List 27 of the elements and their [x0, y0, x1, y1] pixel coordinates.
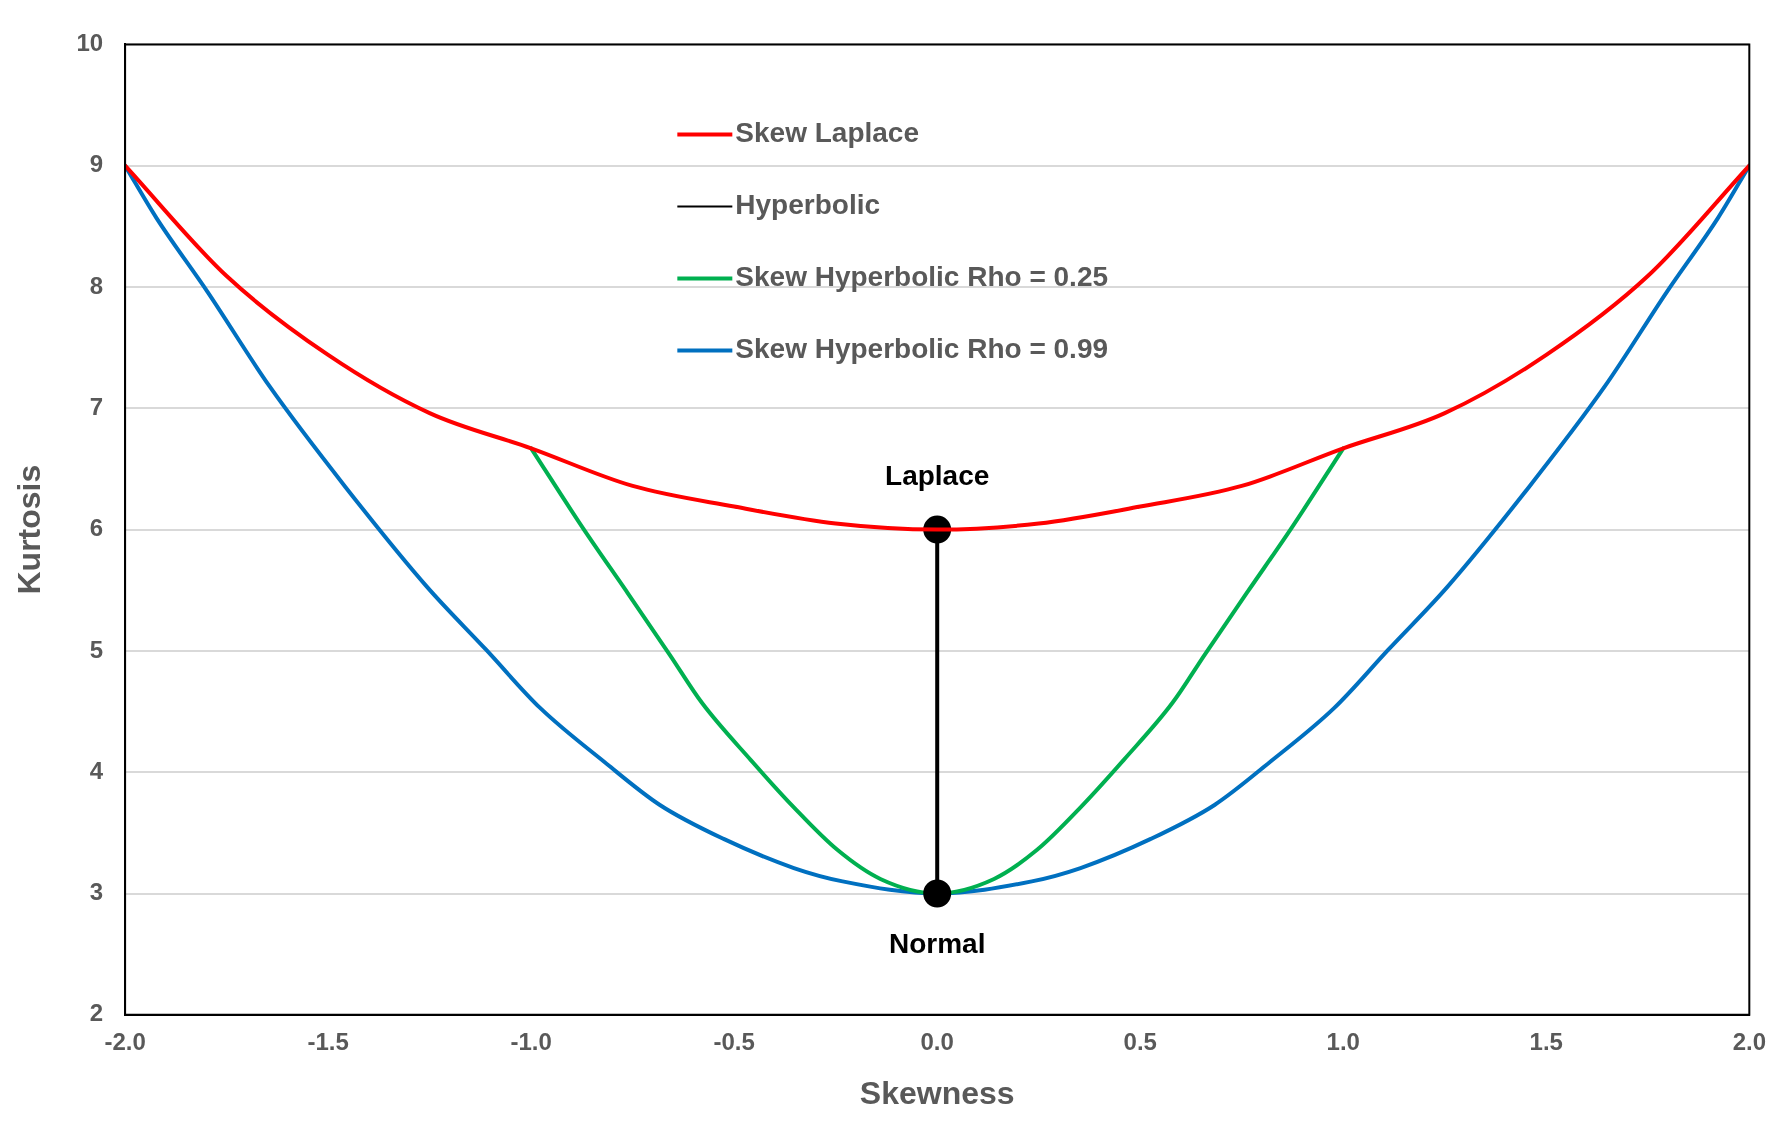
x-tick-label: 2.0: [1732, 1027, 1767, 1055]
line-series: [125, 163, 1750, 532]
y-tick-label: 7: [89, 392, 104, 420]
x-tick-label: -1.5: [307, 1027, 349, 1055]
y-tick-label: 8: [89, 271, 104, 299]
annotation: Normal: [888, 928, 986, 960]
x-tick-label: -2.0: [104, 1027, 146, 1055]
y-axis-title: Kurtosis: [11, 464, 48, 595]
y-tick-label: 5: [89, 635, 104, 663]
x-tick-label: 1.5: [1529, 1027, 1563, 1055]
x-tick-label: 1.0: [1326, 1027, 1360, 1055]
legend-label: Skew Hyperbolic Rho = 0.99: [735, 333, 1109, 365]
annotation: Laplace: [885, 460, 990, 492]
legend-label: Hyperbolic: [735, 189, 881, 221]
y-tick-label: 6: [89, 514, 104, 542]
y-tick-label: 10: [76, 29, 104, 57]
x-tick-label: -1.0: [510, 1027, 552, 1055]
x-tick-label: 0.5: [1123, 1027, 1157, 1055]
legend-label: Skew Hyperbolic Rho = 0.25: [735, 261, 1109, 293]
y-tick-label: 9: [89, 150, 104, 178]
x-axis-title: Skewness: [859, 1074, 1015, 1111]
x-tick-label: 0.0: [920, 1027, 954, 1055]
y-tick-label: 3: [89, 878, 104, 906]
y-tick-label: 4: [89, 756, 104, 784]
x-tick-label: -0.5: [713, 1027, 755, 1055]
y-tick-label: 2: [89, 999, 104, 1027]
legend-label: Skew Laplace: [735, 117, 919, 149]
